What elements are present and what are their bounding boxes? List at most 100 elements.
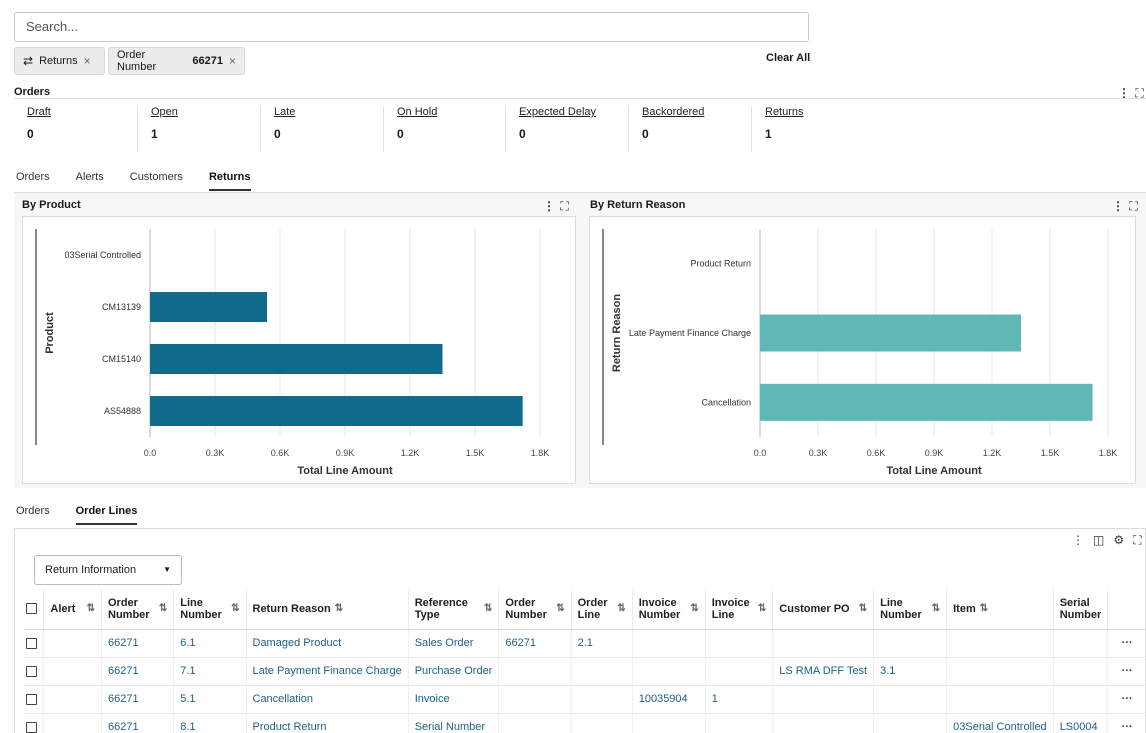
sort-icon[interactable]: ⇅ bbox=[757, 602, 767, 614]
tile-expected-delay[interactable]: Expected Delay 0 bbox=[505, 106, 596, 152]
table-cell[interactable]: 8.1 bbox=[173, 713, 246, 733]
column-header[interactable]: Customer PO ⇅ bbox=[772, 589, 874, 630]
table-cell[interactable]: 5.1 bbox=[173, 685, 246, 714]
table-cell[interactable]: LS0004 bbox=[1052, 713, 1108, 733]
sort-icon[interactable]: ⇅ bbox=[979, 602, 989, 614]
tab-orders[interactable]: Orders bbox=[16, 171, 50, 183]
clear-all-button[interactable]: Clear All bbox=[766, 52, 811, 64]
table-cell[interactable]: Serial Number bbox=[407, 713, 499, 733]
column-header[interactable]: Reference Type ⇅ bbox=[407, 589, 499, 630]
row-checkbox[interactable] bbox=[26, 665, 37, 677]
sort-icon[interactable]: ⇅ bbox=[858, 602, 868, 614]
table-cell[interactable]: 66271 bbox=[100, 685, 174, 714]
row-actions-button[interactable]: ··· bbox=[1107, 685, 1146, 714]
table-row[interactable]: 66271 6.1 Damaged Product Sales Order 66271 2… bbox=[24, 629, 1146, 658]
sort-icon[interactable]: ⇅ bbox=[556, 602, 565, 614]
tile-draft[interactable]: Draft 0 bbox=[14, 106, 51, 152]
tab-alerts[interactable]: Alerts bbox=[75, 171, 104, 183]
table-cell[interactable]: 66271 bbox=[100, 713, 174, 733]
table-row[interactable]: 66271 8.1 Product Return Serial Number 03Ser… bbox=[24, 713, 1146, 733]
expand-icon[interactable]: ⛶ bbox=[1135, 86, 1145, 100]
more-options-icon[interactable]: ⋮ ⛶ bbox=[543, 199, 570, 213]
column-header[interactable]: Order Line ⇅ bbox=[570, 589, 633, 630]
expand-icon[interactable]: ⛶ bbox=[1133, 533, 1142, 547]
tile-returns[interactable]: Returns 1 bbox=[751, 106, 804, 152]
row-checkbox[interactable] bbox=[26, 721, 37, 733]
table-cell[interactable]: Sales Order bbox=[407, 629, 499, 658]
table-cell[interactable]: Late Payment Finance Charge bbox=[245, 657, 409, 686]
filter-chip-returns[interactable]: ⇄ Returns × bbox=[14, 47, 105, 75]
row-actions-button[interactable]: ··· bbox=[1107, 713, 1146, 733]
sort-icon[interactable]: ⇅ bbox=[690, 602, 699, 614]
tab-order-lines[interactable]: Order Lines bbox=[75, 505, 138, 525]
category-label: Product Return bbox=[690, 259, 751, 269]
column-header[interactable]: Serial Number bbox=[1052, 589, 1108, 630]
tab-orders[interactable]: Orders bbox=[16, 505, 50, 517]
x-tick-label: 1.8K bbox=[531, 448, 550, 458]
column-header[interactable]: Line Number ⇅ bbox=[173, 589, 246, 630]
table-cell[interactable]: 7.1 bbox=[173, 657, 246, 686]
row-actions-button[interactable]: ··· bbox=[1107, 629, 1146, 658]
filter-chip-order-number[interactable]: Order Number 66271 × bbox=[108, 47, 245, 75]
more-options-icon[interactable]: ⋮ bbox=[1072, 533, 1084, 547]
table-cell[interactable]: 6.1 bbox=[173, 629, 246, 658]
row-checkbox[interactable] bbox=[26, 637, 37, 649]
column-header[interactable]: Item ⇅ bbox=[946, 589, 1054, 630]
expand-icon[interactable]: ⛶ bbox=[560, 199, 570, 213]
table-cell[interactable]: 3.1 bbox=[873, 657, 947, 686]
table-cell[interactable]: 10035904 bbox=[631, 685, 706, 714]
table-cell[interactable]: 1 bbox=[704, 685, 773, 714]
search-input[interactable]: Search... bbox=[14, 12, 809, 42]
row-actions-button[interactable]: ··· bbox=[1107, 657, 1146, 686]
table-row[interactable]: 66271 7.1 Late Payment Finance Charge Purch… bbox=[24, 657, 1146, 686]
table-cell[interactable]: 66271 bbox=[498, 629, 572, 658]
sort-icon[interactable]: ⇅ bbox=[617, 602, 626, 614]
table-cell[interactable]: Product Return bbox=[245, 713, 409, 733]
column-header[interactable]: Return Reason ⇅ bbox=[245, 589, 409, 630]
sort-icon[interactable]: ⇅ bbox=[158, 602, 168, 614]
tile-late[interactable]: Late 0 bbox=[260, 106, 295, 152]
view-select[interactable]: Return Information ▼ bbox=[34, 555, 182, 585]
table-cell[interactable]: 03Serial Controlled bbox=[946, 713, 1054, 733]
table-row[interactable]: 66271 5.1 Cancellation Invoice 10035904 1 ··· bbox=[24, 685, 1146, 714]
column-header[interactable]: Order Number ⇅ bbox=[100, 589, 174, 630]
tab-returns[interactable]: Returns bbox=[208, 171, 251, 191]
sort-icon[interactable]: ⇅ bbox=[334, 602, 344, 614]
x-tick-label: 1.5K bbox=[466, 448, 485, 458]
row-checkbox[interactable] bbox=[26, 693, 37, 705]
tile-backordered[interactable]: Backordered 0 bbox=[628, 106, 704, 152]
x-tick-label: 0.6K bbox=[867, 448, 886, 458]
table-cell[interactable]: LS RMA DFF Test bbox=[772, 657, 874, 686]
table-cell[interactable]: Purchase Order bbox=[407, 657, 499, 686]
tile-label: Draft bbox=[27, 106, 51, 118]
table-cell[interactable]: Damaged Product bbox=[245, 629, 409, 658]
column-header[interactable]: Invoice Number ⇅ bbox=[631, 589, 706, 630]
table-cell[interactable]: 66271 bbox=[100, 657, 174, 686]
close-icon[interactable]: × bbox=[228, 54, 236, 68]
table-cell[interactable]: 66271 bbox=[100, 629, 174, 658]
tile-open[interactable]: Open 1 bbox=[137, 106, 178, 152]
tab-customers[interactable]: Customers bbox=[129, 171, 183, 183]
table-cell[interactable]: Invoice bbox=[407, 685, 499, 714]
select-all-checkbox[interactable] bbox=[26, 603, 37, 615]
column-header[interactable]: Alert ⇅ bbox=[43, 589, 102, 630]
sort-icon[interactable]: ⇅ bbox=[86, 602, 95, 614]
tile-on-hold[interactable]: On Hold 0 bbox=[383, 106, 437, 152]
column-header[interactable]: Order Number ⇅ bbox=[498, 589, 572, 630]
column-header[interactable]: Invoice Line ⇅ bbox=[704, 589, 773, 630]
expand-icon[interactable]: ⛶ bbox=[1129, 199, 1139, 213]
bar bbox=[150, 396, 523, 426]
sort-icon[interactable]: ⇅ bbox=[931, 602, 941, 614]
more-options-icon[interactable]: ⋮ ⛶ bbox=[1112, 199, 1139, 213]
close-icon[interactable]: × bbox=[83, 54, 91, 68]
table-cell[interactable]: Cancellation bbox=[245, 685, 409, 714]
more-options-icon[interactable]: ⋮ ⛶ bbox=[1118, 86, 1145, 100]
sort-icon[interactable]: ⇅ bbox=[483, 602, 493, 614]
table-cell[interactable]: 2.1 bbox=[570, 629, 633, 658]
chart-panel-by-return-reason: 0.0 0.3K 0.6K 0.9K 1.2K 1.5K 1.8K Product Retur… bbox=[589, 216, 1136, 484]
sort-icon[interactable]: ⇅ bbox=[231, 602, 240, 614]
bar bbox=[760, 314, 1021, 352]
columns-icon[interactable]: ◫ bbox=[1093, 533, 1105, 547]
column-header[interactable]: Line Number ⇅ bbox=[873, 589, 947, 630]
settings-icon[interactable]: ⚙ bbox=[1113, 533, 1125, 547]
